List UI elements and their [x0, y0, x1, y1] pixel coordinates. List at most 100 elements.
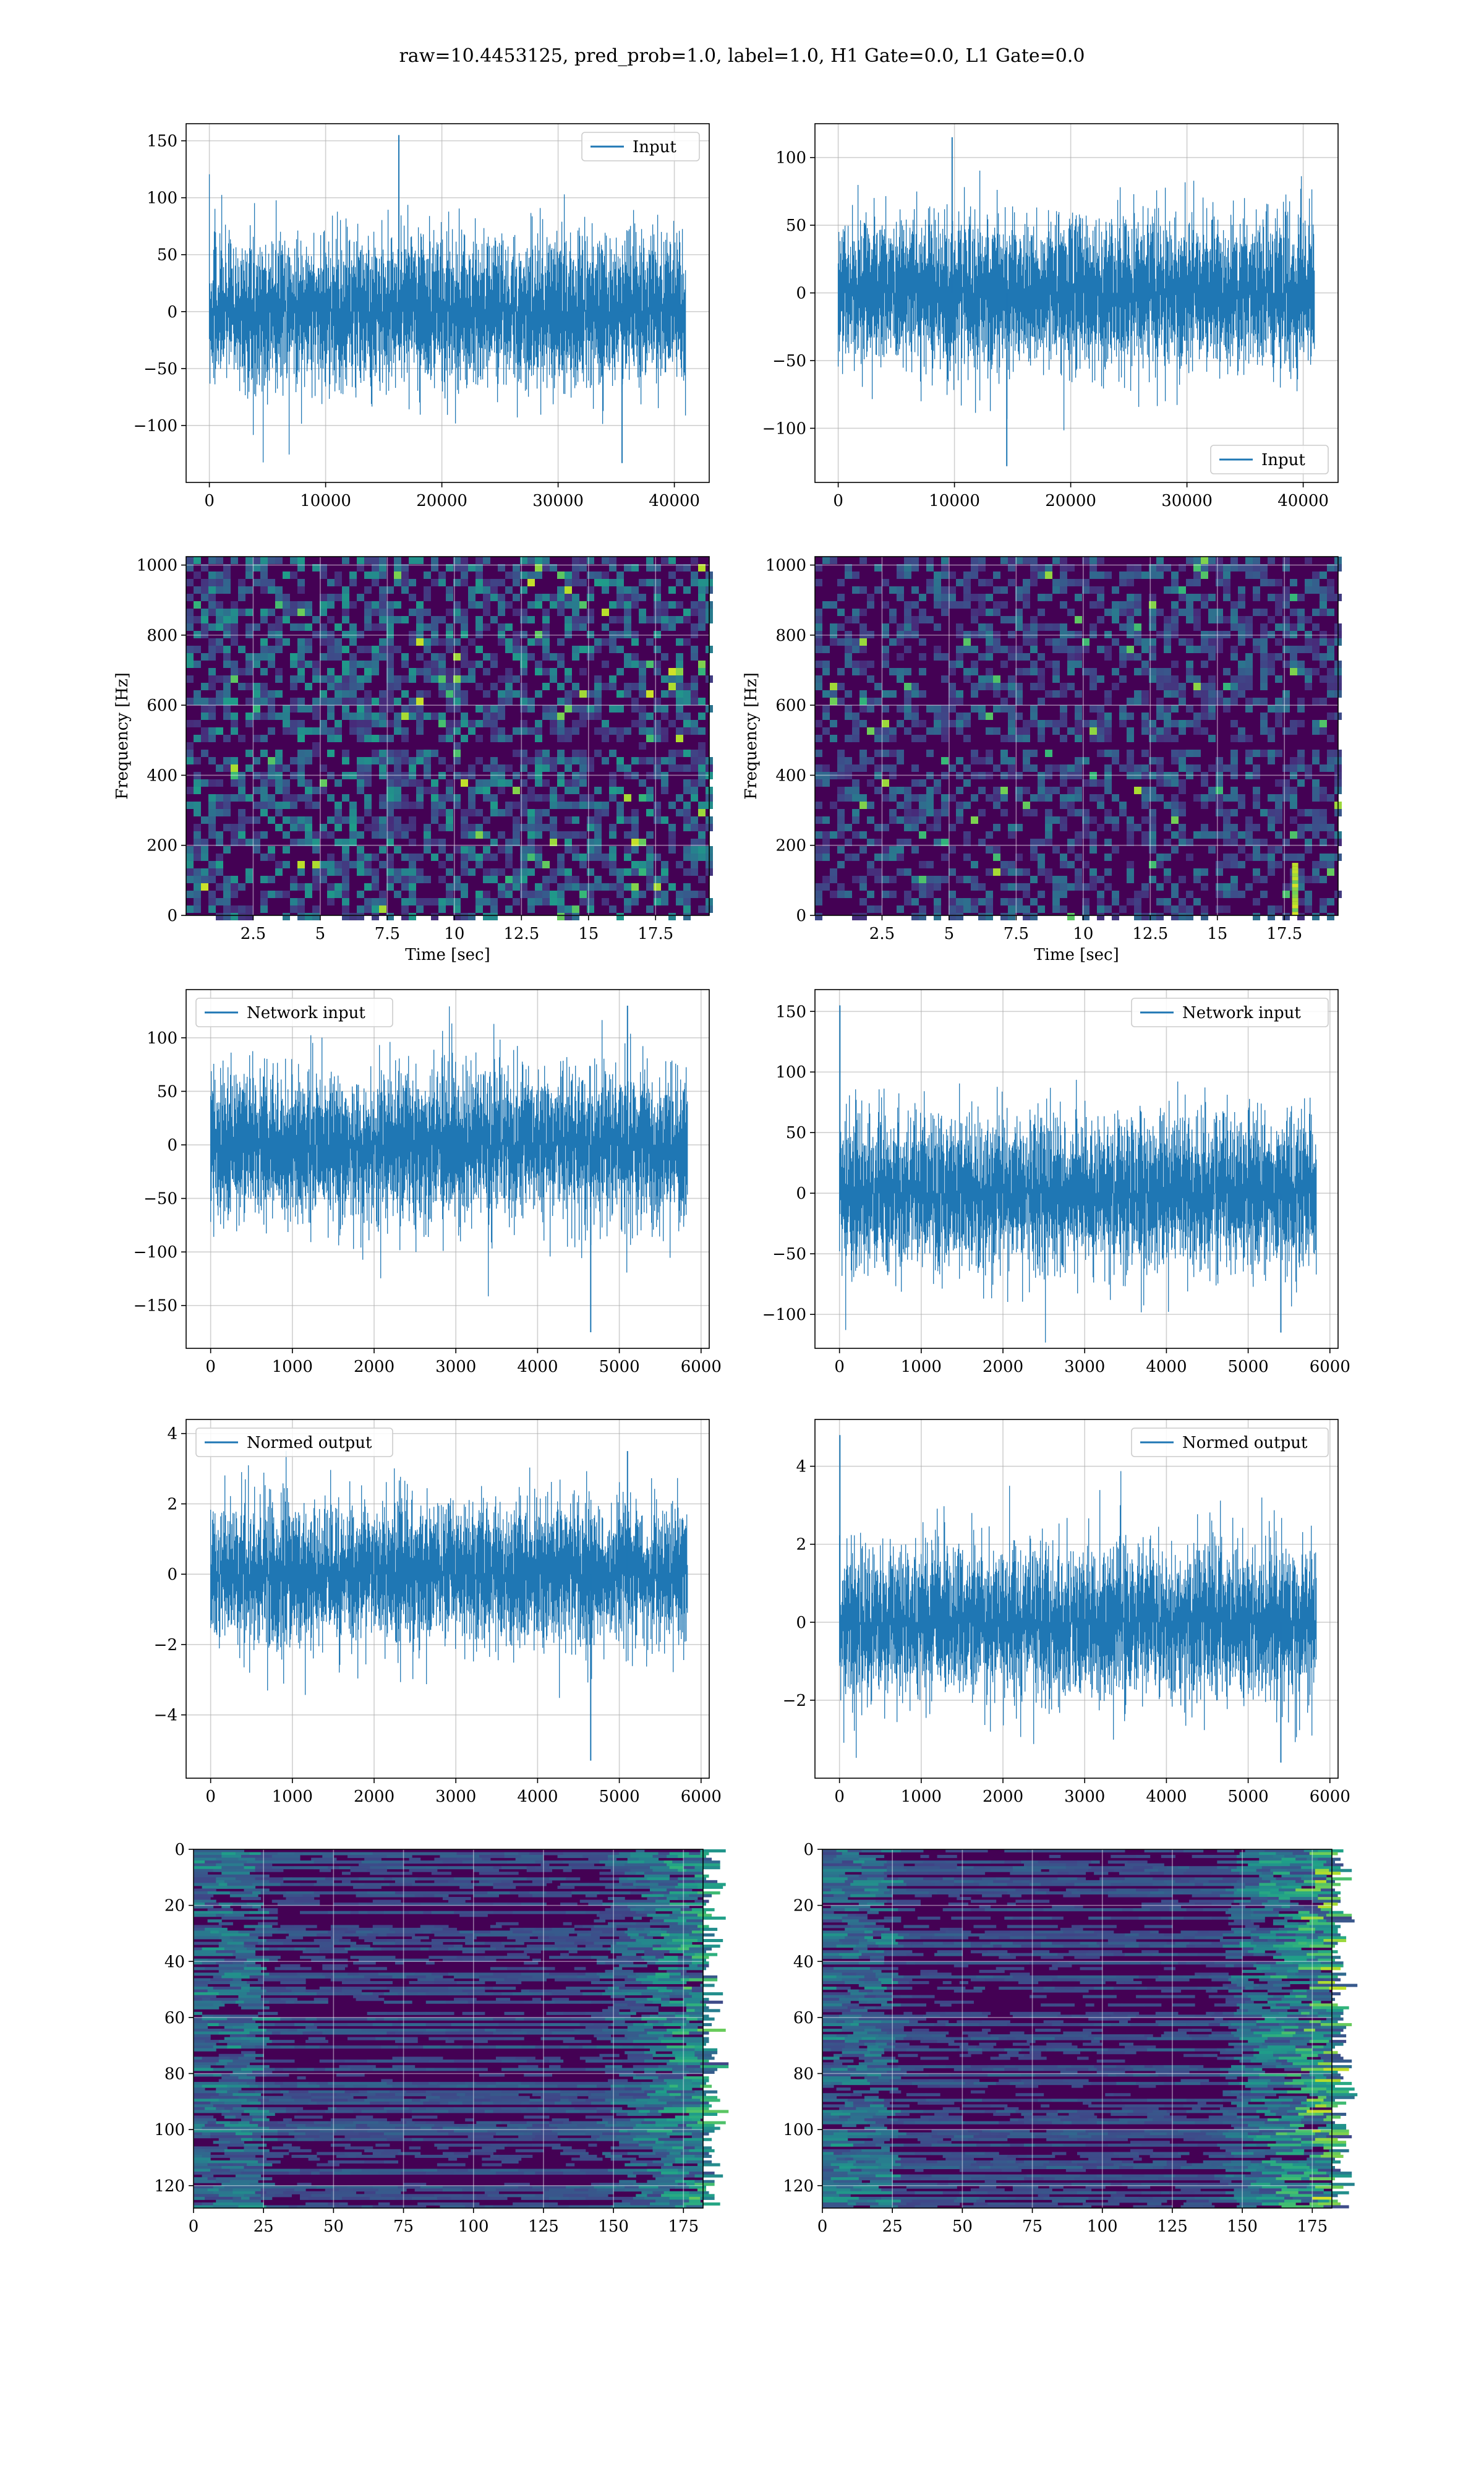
heatmap-cell	[372, 883, 379, 891]
heatmap-cell	[335, 735, 342, 742]
heatmap-cell	[401, 854, 409, 861]
heatmap-cell	[646, 883, 654, 891]
heatmap-cell	[1060, 638, 1067, 646]
heatmap-cell	[646, 713, 654, 720]
heatmap-cell	[1149, 623, 1156, 631]
heatmap-cell	[394, 757, 401, 764]
heatmap-cell	[218, 1969, 233, 1973]
heatmap-cell	[186, 750, 194, 757]
heatmap-cell	[1186, 557, 1193, 564]
heatmap-cell	[550, 794, 557, 802]
heatmap-cell	[297, 839, 305, 846]
heatmap-cell	[624, 883, 631, 891]
heatmap-cell	[526, 1945, 541, 1948]
y-tick-label: −100	[762, 1306, 806, 1324]
heatmap-cell	[386, 861, 394, 868]
heatmap-cell	[560, 1953, 569, 1956]
heatmap-cell	[409, 557, 416, 564]
heatmap-cell	[1230, 616, 1238, 623]
heatmap-cell	[542, 757, 550, 764]
heatmap-cell	[904, 571, 911, 579]
heatmap-cell	[540, 1939, 555, 1943]
heatmap-cell	[641, 2014, 650, 2018]
heatmap-cell	[1230, 854, 1238, 861]
heatmap-cell	[610, 1916, 625, 1920]
heatmap-cell	[490, 720, 498, 727]
heatmap-cell	[1186, 720, 1193, 727]
heatmap-cell	[202, 1998, 211, 2001]
heatmap-cell	[364, 668, 372, 675]
heatmap-cell	[654, 601, 661, 609]
heatmap-cell	[208, 868, 216, 876]
heatmap-cell	[453, 698, 461, 705]
heatmap-cell	[1179, 750, 1186, 757]
heatmap-cell	[498, 564, 505, 571]
heatmap-cell	[268, 586, 275, 594]
heatmap-cell	[473, 1868, 499, 1872]
heatmap-cell	[186, 557, 194, 564]
heatmap-cell	[691, 839, 698, 846]
heatmap-cell	[526, 1877, 550, 1881]
heatmap-cell	[364, 609, 372, 616]
heatmap-cell	[1038, 905, 1045, 913]
heatmap-cell	[379, 757, 386, 764]
heatmap-cell	[815, 675, 822, 683]
heatmap-cell	[286, 1930, 304, 1934]
heatmap-cell	[1223, 883, 1230, 891]
heatmap-cell	[608, 1855, 617, 1859]
heatmap-cell	[616, 616, 624, 623]
heatmap-cell	[283, 779, 290, 787]
heatmap-cell	[367, 1911, 376, 1914]
heatmap-cell	[579, 601, 587, 609]
heatmap-cell	[438, 690, 446, 698]
heatmap-cell	[1119, 705, 1127, 713]
heatmap-cell	[386, 876, 394, 883]
heatmap-cell	[322, 1855, 334, 1859]
heatmap-cell	[1216, 757, 1223, 764]
x-tick-label: 3000	[1064, 1358, 1105, 1376]
heatmap-cell	[379, 831, 386, 839]
heatmap-cell	[897, 839, 904, 846]
heatmap-cell	[216, 586, 223, 594]
heatmap-cell	[381, 1947, 393, 1951]
heatmap-cell	[294, 1866, 315, 1870]
heatmap-cell	[409, 824, 416, 831]
heatmap-cell	[1127, 609, 1134, 616]
heatmap-cell	[241, 1972, 270, 1976]
heatmap-cell	[1260, 579, 1268, 586]
heatmap-cell	[815, 661, 822, 668]
heatmap-cell	[579, 2022, 594, 2026]
heatmap-cell	[1015, 772, 1023, 779]
heatmap-cell	[357, 557, 364, 564]
heatmap-cell	[837, 772, 845, 779]
heatmap-cell	[216, 557, 223, 564]
heatmap-cell	[579, 705, 587, 713]
heatmap-cell	[616, 1855, 631, 1859]
heatmap-cell	[409, 698, 416, 705]
heatmap-cell	[1127, 876, 1134, 883]
series-line	[839, 1079, 1317, 1343]
heatmap-cell	[205, 1860, 222, 1864]
heatmap-cell	[859, 794, 867, 802]
heatmap-cell	[1134, 631, 1141, 638]
heatmap-cell	[579, 883, 587, 891]
heatmap-cell	[513, 824, 520, 831]
heatmap-cell	[245, 668, 253, 675]
heatmap-cell	[241, 2006, 270, 2010]
heatmap-cell	[394, 1972, 416, 1976]
heatmap-cell	[416, 705, 424, 713]
heatmap-cell	[1015, 883, 1023, 891]
heatmap-cell	[1290, 854, 1297, 861]
heatmap-cell	[194, 1961, 203, 1965]
heatmap-cell	[312, 846, 320, 854]
heatmap-cell	[1000, 787, 1008, 794]
heatmap-cell	[364, 727, 372, 735]
heatmap-cell	[275, 646, 283, 653]
heatmap-cell	[689, 1992, 701, 1996]
heatmap-cell	[867, 661, 874, 668]
heatmap-cell	[268, 846, 275, 854]
heatmap-cell	[232, 1939, 247, 1943]
heatmap-cell	[1045, 720, 1052, 727]
heatmap-cell	[319, 1987, 331, 1990]
